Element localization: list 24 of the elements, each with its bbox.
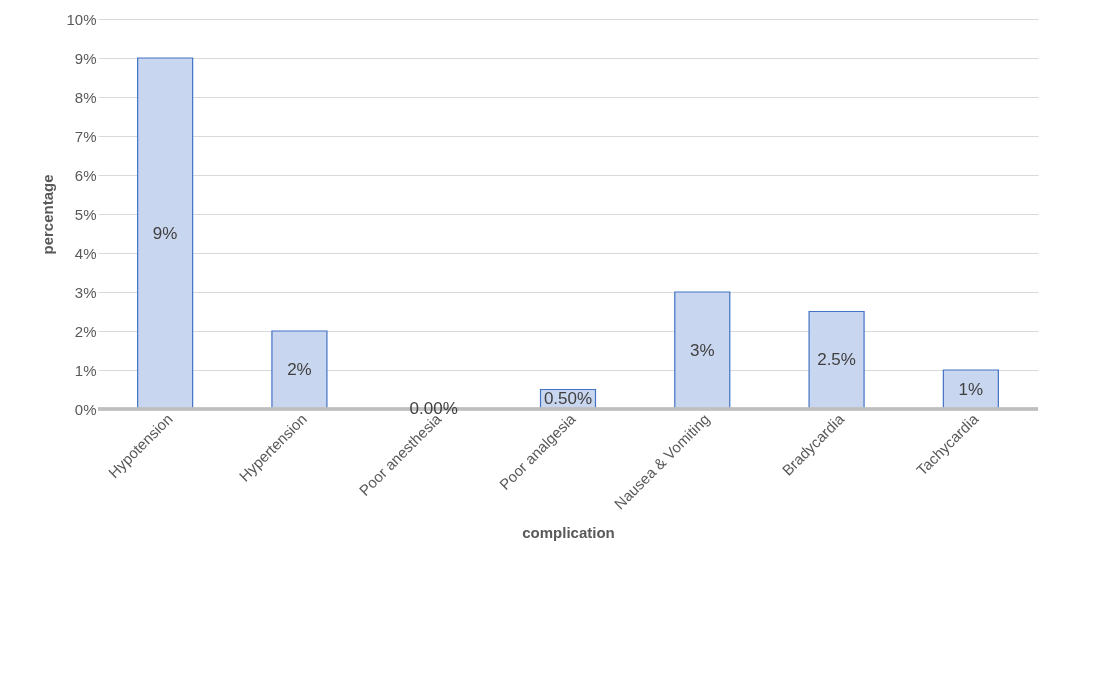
data-label: 0.50%: [543, 389, 593, 409]
bar: [674, 291, 731, 410]
bar: [271, 330, 328, 410]
y-tick-label: 7%: [74, 127, 97, 145]
data-label: 2%: [287, 360, 312, 379]
y-tick-label: 10%: [66, 10, 97, 28]
x-axis-title: complication: [522, 524, 615, 542]
y-tick-label: 9%: [74, 49, 97, 67]
y-tick-label: 4%: [74, 244, 97, 262]
bar: [942, 369, 999, 410]
data-label: 1%: [958, 379, 984, 399]
data-label: 9%: [152, 223, 178, 243]
y-tick-label: 5%: [74, 205, 97, 223]
data-label: 3%: [690, 340, 715, 360]
y-axis-title: percentage: [39, 174, 57, 255]
y-tick-label: 0%: [74, 400, 97, 418]
data-label: 2.5%: [817, 350, 856, 370]
bar: [808, 310, 865, 410]
y-tick-label: 8%: [74, 88, 97, 106]
y-tick-label: 3%: [74, 283, 97, 301]
bar: [137, 57, 194, 410]
y-tick-label: 1%: [74, 361, 97, 379]
y-tick-label: 2%: [74, 322, 97, 340]
y-tick-label: 6%: [74, 166, 97, 184]
